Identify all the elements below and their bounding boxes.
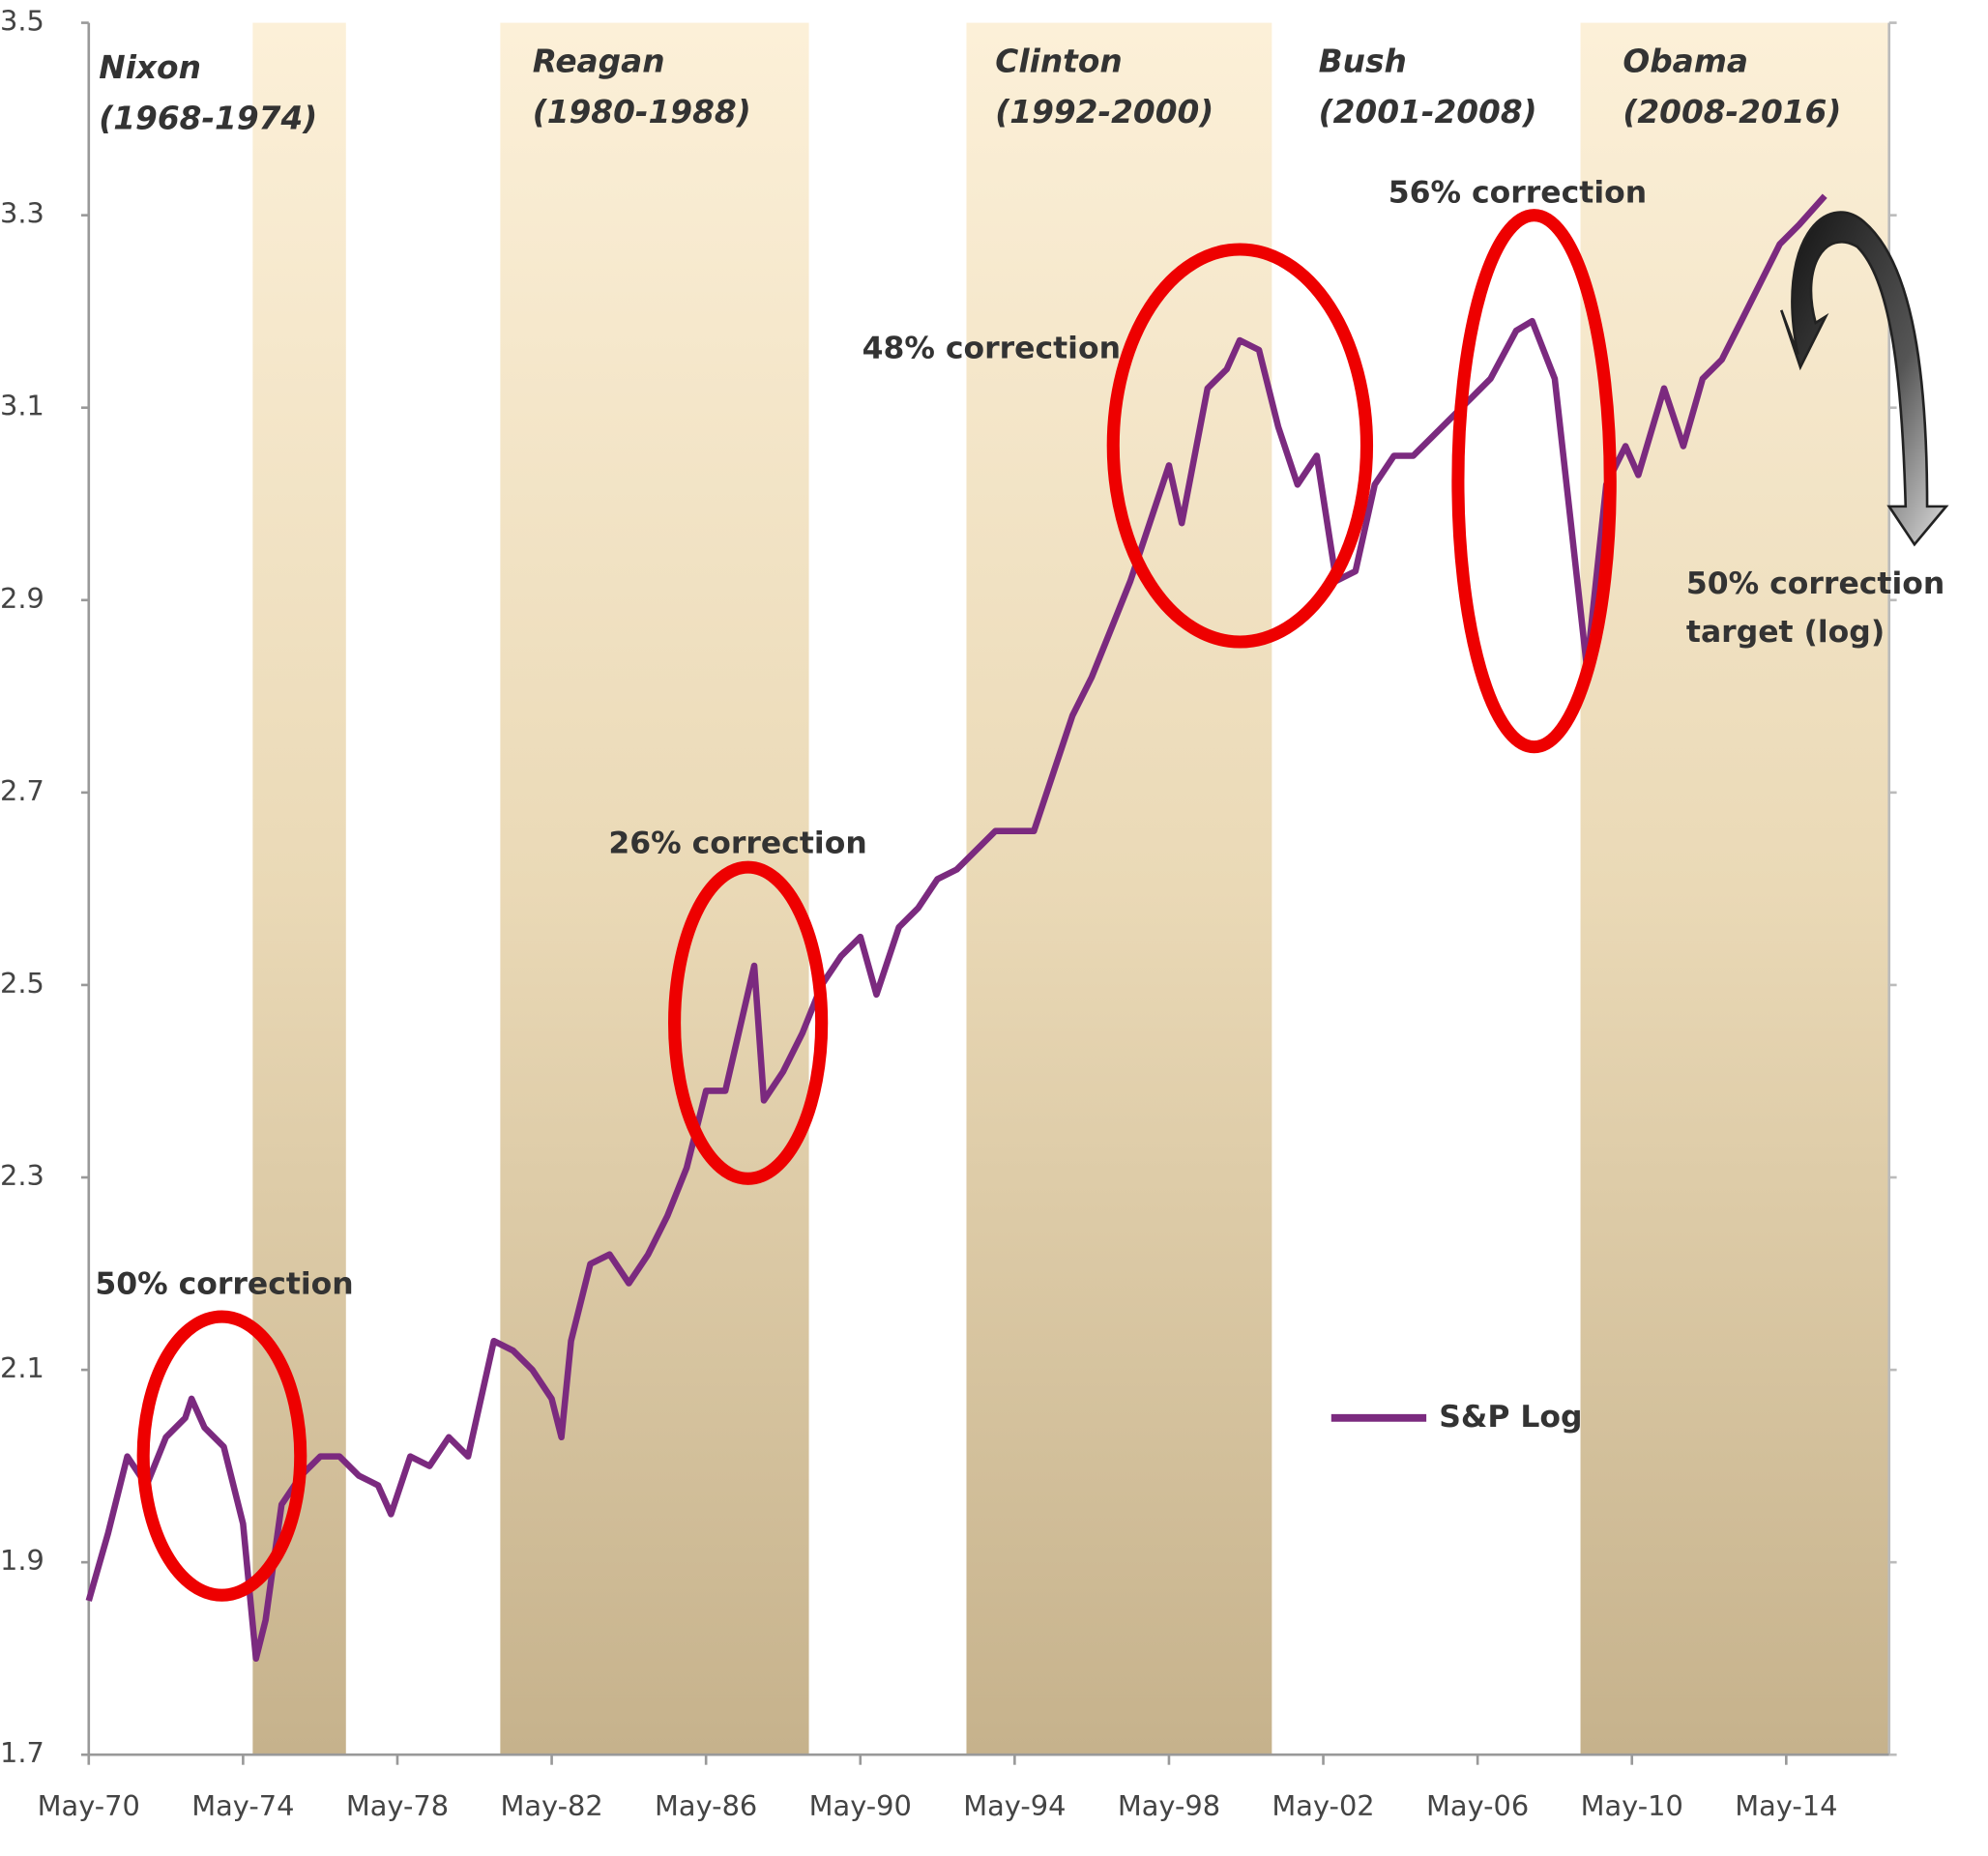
president-name: Reagan <box>533 43 665 79</box>
president-term: (2001-2008) <box>1319 94 1537 130</box>
x-tick-label: May-74 <box>191 1789 294 1822</box>
annotation: 26% correction <box>608 826 866 861</box>
annotation: 48% correction <box>862 331 1121 365</box>
y-tick-label: 1.7 <box>0 1736 44 1769</box>
president-name: Obama <box>1623 43 1748 79</box>
legend-label: S&P Log <box>1439 1400 1582 1435</box>
x-tick-label: May-82 <box>500 1789 602 1822</box>
circle <box>1106 243 1374 649</box>
y-tick-label: 3.5 <box>0 5 44 38</box>
shaded-period <box>966 22 1272 1755</box>
x-tick-label: May-02 <box>1272 1789 1374 1822</box>
annotation: 50% correction <box>95 1266 353 1301</box>
y-tick-label: 3.1 <box>0 390 44 422</box>
y-tick-label: 2.5 <box>0 967 44 1000</box>
x-tick-label: May-98 <box>1118 1789 1220 1822</box>
annotation: 50% correction <box>1686 566 1944 601</box>
y-tick-label: 2.3 <box>0 1159 44 1192</box>
shaded-period <box>500 22 809 1755</box>
x-tick-label: May-70 <box>38 1789 140 1822</box>
highlight-circles <box>136 209 1617 1602</box>
circle <box>136 1310 307 1602</box>
x-tick-label: May-78 <box>346 1789 449 1822</box>
y-tick-label: 3.3 <box>0 197 44 230</box>
x-tick-label: May-06 <box>1426 1789 1529 1822</box>
x-tick-label: May-94 <box>963 1789 1066 1822</box>
shaded-period <box>1580 22 1889 1755</box>
y-tick-label: 2.1 <box>0 1351 44 1384</box>
x-tick-label: May-10 <box>1581 1789 1683 1822</box>
president-name: Clinton <box>995 43 1122 79</box>
circle <box>1451 209 1617 754</box>
x-tick-label: May-90 <box>809 1789 912 1822</box>
y-tick-label: 2.7 <box>0 774 44 807</box>
circle <box>668 860 829 1185</box>
president-term: (2008-2016) <box>1623 94 1841 130</box>
president-term: (1968-1974) <box>99 100 317 136</box>
x-tick-label: May-14 <box>1735 1789 1837 1822</box>
y-tick-label: 2.9 <box>0 582 44 615</box>
y-tick-label: 1.9 <box>0 1544 44 1577</box>
annotation: target (log) <box>1686 615 1885 650</box>
president-term: (1992-2000) <box>995 94 1213 130</box>
president-term: (1980-1988) <box>533 94 751 130</box>
annotation: 56% correction <box>1389 175 1647 210</box>
arrow <box>1780 211 1949 547</box>
president-name: Bush <box>1319 43 1407 79</box>
president-name: Nixon <box>99 49 201 86</box>
x-tick-label: May-86 <box>655 1789 757 1822</box>
series-line <box>85 193 1827 1662</box>
